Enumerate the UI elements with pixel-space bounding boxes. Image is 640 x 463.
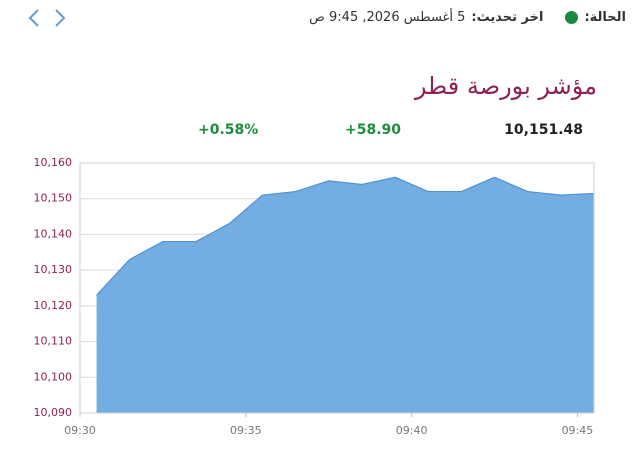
x-tick-label: 09:45 [562, 424, 594, 437]
update-label: اخر تحديث: [471, 10, 544, 25]
y-tick-label: 10,120 [34, 299, 73, 312]
x-tick-label: 09:30 [64, 424, 96, 437]
nav-arrows [28, 9, 66, 27]
x-tick-label: 09:40 [396, 424, 428, 437]
prev-arrow[interactable] [28, 9, 39, 27]
change-percent: +0.58% [198, 122, 259, 138]
y-tick-label: 10,090 [34, 406, 73, 419]
status-label: الحالة: [584, 10, 626, 25]
y-tick-label: 10,140 [34, 227, 73, 240]
status-bar: الحالة: اخر تحديث: 5 أغسطس 2026, 9:45 ص [309, 10, 626, 25]
status-dot [565, 11, 579, 24]
index-title: مؤشر بورصة قطر [414, 72, 597, 100]
update-time: 5 أغسطس 2026, 9:45 ص [309, 10, 466, 25]
x-tick-label: 09:35 [230, 424, 262, 437]
change-value: +58.90 [345, 122, 402, 138]
y-tick-label: 10,160 [34, 156, 73, 169]
last-value: 10,151.48 [504, 122, 583, 138]
next-arrow[interactable] [55, 9, 66, 27]
line [96, 176, 595, 296]
plot-border [79, 162, 595, 414]
y-tick-label: 10,100 [34, 370, 73, 383]
area [96, 177, 595, 413]
y-tick-label: 10,130 [34, 263, 73, 276]
y-tick-label: 10,150 [34, 192, 73, 205]
y-tick-label: 10,110 [34, 335, 73, 348]
